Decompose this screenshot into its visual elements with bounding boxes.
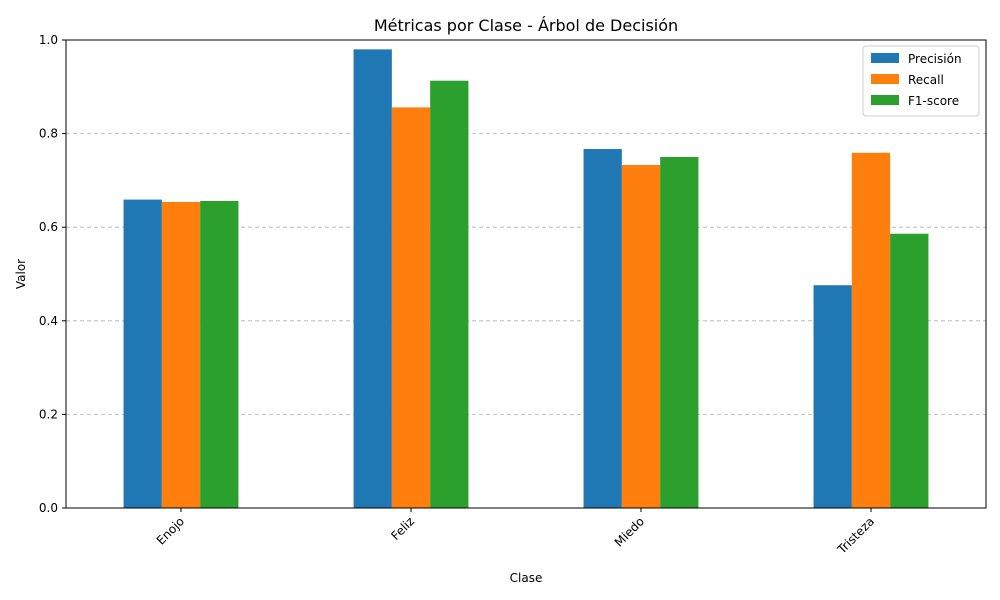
bar-recall-feliz bbox=[391, 107, 431, 508]
x-axis-label: Clase bbox=[510, 571, 543, 585]
chart-title: Métricas por Clase - Árbol de Decisión bbox=[374, 16, 678, 35]
y-axis-ticks: 0.0 0.2 0.4 0.6 0.8 1.0 bbox=[39, 33, 66, 515]
bar-f1-score-feliz bbox=[430, 80, 469, 508]
x-tick-label: Miedo bbox=[612, 514, 647, 549]
y-tick-label: 0.2 bbox=[39, 407, 58, 421]
bar-recall-tristeza bbox=[851, 152, 891, 508]
legend-swatch bbox=[871, 53, 899, 63]
x-axis-ticks: Enojo Feliz Miedo Tristeza bbox=[154, 508, 877, 557]
legend-label: Precisión bbox=[908, 52, 962, 66]
plot-frame bbox=[65, 39, 987, 509]
legend-label: F1-score bbox=[908, 94, 959, 108]
bar-precisi-n-enojo bbox=[123, 199, 162, 508]
bar-precisi-n-tristeza bbox=[813, 285, 852, 508]
legend: Precisión Recall F1-score bbox=[862, 45, 980, 117]
bar-precisi-n-feliz bbox=[353, 49, 392, 509]
bars bbox=[123, 49, 929, 509]
y-tick-label: 0.4 bbox=[39, 314, 58, 328]
y-tick-label: 1.0 bbox=[39, 33, 58, 47]
y-tick-label: 0.6 bbox=[39, 220, 58, 234]
bar-precisi-n-miedo bbox=[583, 149, 622, 508]
y-tick-label: 0.0 bbox=[39, 501, 58, 515]
y-tick-label: 0.8 bbox=[39, 127, 58, 141]
bar-f1-score-miedo bbox=[660, 157, 699, 508]
bar-f1-score-enojo bbox=[200, 200, 239, 508]
y-axis-label: Valor bbox=[14, 259, 28, 289]
x-tick-label: Tristeza bbox=[834, 514, 877, 557]
bar-f1-score-tristeza bbox=[890, 233, 929, 508]
x-tick-label: Feliz bbox=[388, 514, 417, 543]
x-tick-label: Enojo bbox=[154, 514, 187, 547]
bar-recall-miedo bbox=[621, 164, 661, 508]
legend-swatch bbox=[871, 74, 899, 84]
legend-swatch bbox=[871, 95, 899, 105]
legend-label: Recall bbox=[908, 73, 944, 87]
bar-recall-enojo bbox=[161, 201, 201, 509]
